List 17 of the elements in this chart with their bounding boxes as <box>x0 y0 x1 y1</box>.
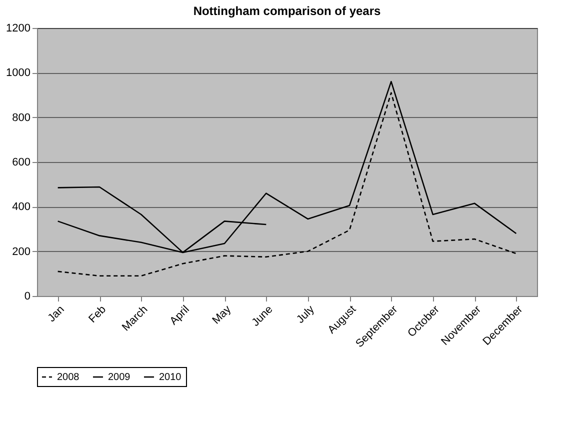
legend-label: 2010 <box>159 372 182 383</box>
y-tick-label: 1200 <box>6 22 30 34</box>
legend-label: 2008 <box>57 372 80 383</box>
y-tick-label: 0 <box>24 290 30 302</box>
x-tick-label: Feb <box>86 304 108 326</box>
y-tick-label: 1000 <box>6 67 30 80</box>
y-tick-label: 800 <box>12 112 30 124</box>
y-tick-label: 200 <box>12 246 30 258</box>
line-series <box>57 80 517 254</box>
line-series <box>57 92 517 277</box>
chart-title: Nottingham comparison of years <box>193 4 382 18</box>
y-tick-label: 400 <box>12 201 30 214</box>
x-tick-label: May <box>210 303 234 327</box>
x-tick-label: Jan <box>46 304 67 325</box>
y-tick-label: 600 <box>12 156 30 168</box>
legend-label: 2009 <box>108 372 131 383</box>
x-tick-label: July <box>294 303 318 326</box>
